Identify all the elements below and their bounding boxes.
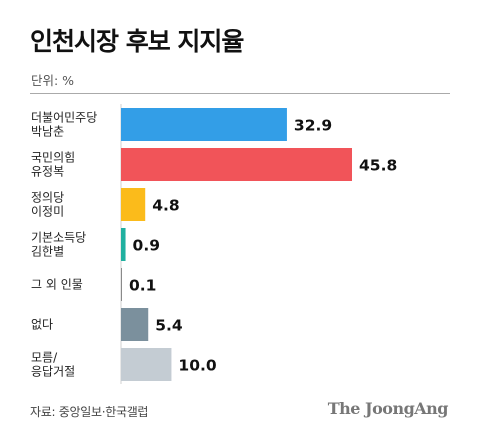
category-label: 국민의힘 유정복 xyxy=(31,151,75,179)
value-label: 10.0 xyxy=(178,357,216,375)
value-label: 4.8 xyxy=(152,197,179,215)
category-label: 정의당 이정미 xyxy=(31,191,64,219)
category-label: 그 외 인물 xyxy=(31,278,83,292)
bar xyxy=(121,268,122,301)
brand-logo: The JoongAng xyxy=(327,399,449,418)
bar xyxy=(121,308,149,341)
value-label: 32.9 xyxy=(294,117,332,135)
bar xyxy=(121,348,172,381)
bar xyxy=(121,148,352,181)
source-note: 자료: 중앙일보·한국갤럽 xyxy=(30,405,149,419)
category-label-line: 기본소득당 xyxy=(31,231,86,245)
category-label-line: 이정미 xyxy=(31,205,64,219)
category-label-line: 박남춘 xyxy=(31,125,64,139)
category-label-line: 응답거절 xyxy=(31,365,75,379)
category-label-line: 더불어민주당 xyxy=(31,111,97,125)
value-label: 45.8 xyxy=(359,157,397,175)
chart-title: 인천시장 후보 지지율 xyxy=(30,27,244,56)
title-divider xyxy=(30,93,450,94)
category-label: 기본소득당 김한별 xyxy=(31,231,86,259)
value-label: 0.1 xyxy=(129,277,156,295)
category-label-line: 김한별 xyxy=(31,245,64,259)
category-label-line: 없다 xyxy=(31,318,53,332)
bar xyxy=(121,108,287,141)
bar-chart: 더불어민주당 박남춘 32.9 국민의힘 유정복 45.8 정의당 이정미 4.8 기본소득당 김한… xyxy=(31,104,397,384)
category-label: 더불어민주당 박남춘 xyxy=(31,111,97,139)
category-label-line: 국민의힘 xyxy=(31,151,75,165)
category-label: 없다 xyxy=(31,318,53,332)
category-label-line: 유정복 xyxy=(31,165,64,179)
category-label-line: 모름/ xyxy=(31,351,58,365)
unit-label: 단위: % xyxy=(31,73,75,88)
value-label: 5.4 xyxy=(155,317,183,335)
bar xyxy=(121,188,146,221)
category-label-line: 정의당 xyxy=(31,191,64,205)
bar xyxy=(121,228,126,261)
category-label-line: 그 외 인물 xyxy=(31,278,83,292)
category-label: 모름/응답거절 xyxy=(31,351,75,379)
value-label: 0.9 xyxy=(133,237,160,255)
